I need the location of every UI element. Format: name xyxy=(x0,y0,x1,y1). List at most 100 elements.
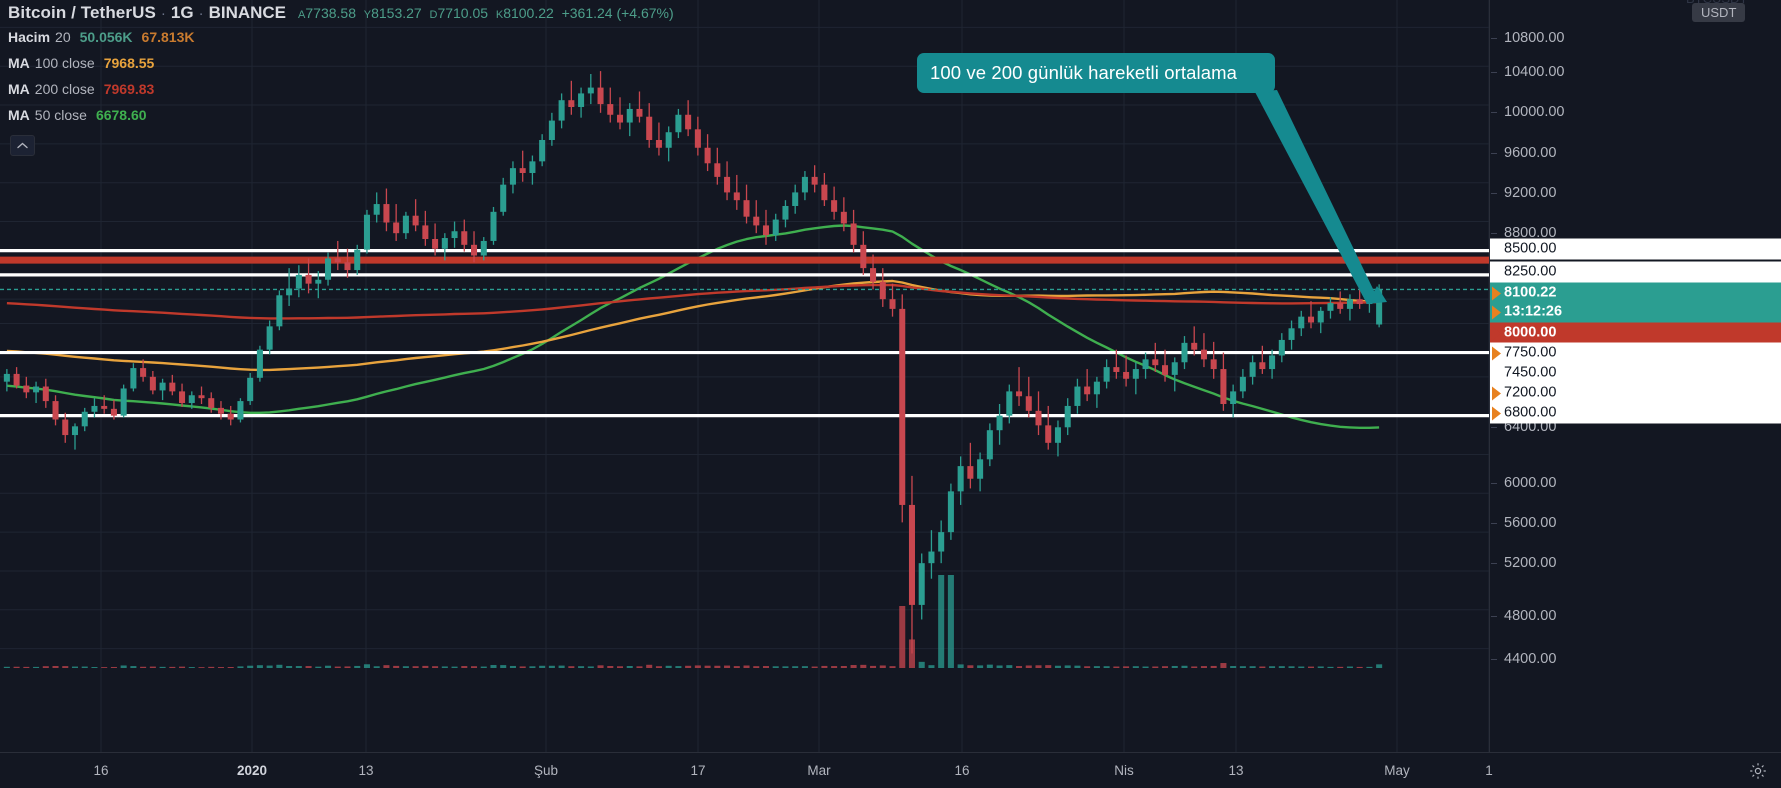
indicator-row-ma-1[interactable]: MA 100 close 7968.55 xyxy=(8,55,674,81)
candle-body xyxy=(81,411,88,427)
chart-settings-button[interactable] xyxy=(1749,762,1767,780)
candle-body xyxy=(792,192,799,206)
candle-body xyxy=(646,116,653,140)
candle-body xyxy=(305,274,312,284)
interval-label[interactable]: 1G xyxy=(170,3,194,22)
candle-body xyxy=(1064,405,1071,428)
price-tag-8500-00[interactable]: 8500.00 xyxy=(1490,238,1781,260)
candle-series xyxy=(3,71,1383,654)
candle-body xyxy=(422,225,429,239)
indicator-params: 200 close xyxy=(34,81,95,97)
close-label: K xyxy=(495,9,504,21)
legend-separator-1: · xyxy=(160,5,166,22)
price-tag-13-12-26[interactable]: 13:12:26 xyxy=(1490,301,1781,323)
candle-body xyxy=(1298,316,1305,329)
change-value: +361.24 xyxy=(561,5,613,21)
candle-body xyxy=(461,231,468,245)
candle-body xyxy=(928,551,935,564)
candle-body xyxy=(1006,391,1013,416)
candle-body xyxy=(432,239,439,249)
price-tag-8100-22[interactable]: 8100.22 xyxy=(1490,282,1781,304)
candle-body xyxy=(831,200,838,212)
time-tick-8: 13 xyxy=(1228,763,1244,778)
candle-body xyxy=(169,382,176,392)
price-tag-marker-icon xyxy=(1492,386,1501,400)
candle-body xyxy=(373,204,380,215)
candle-body xyxy=(986,430,993,460)
candle-body xyxy=(918,563,925,605)
candle-body xyxy=(616,114,624,123)
candle-body xyxy=(237,401,244,420)
candle-body xyxy=(1045,425,1052,443)
price-tag-7450-00[interactable]: 7450.00 xyxy=(1490,362,1781,384)
candle-body xyxy=(597,87,604,105)
time-scale[interactable]: 16 2020 13 Şub 17 Mar 16 Nis 13 May 1 xyxy=(0,752,1781,788)
candle-body xyxy=(227,413,234,420)
indicator-value-0: 7968.55 xyxy=(103,55,155,71)
candle-body xyxy=(383,204,390,223)
candle-body xyxy=(957,466,964,492)
ma-200-line xyxy=(6,283,1380,320)
price-tag-marker-icon xyxy=(1492,346,1501,360)
price-tag-7750-00[interactable]: 7750.00 xyxy=(1490,342,1781,364)
candle-body xyxy=(451,231,458,239)
candlestick-chart xyxy=(0,0,1489,752)
candle-body xyxy=(977,459,984,479)
candle-body xyxy=(1249,362,1256,377)
price-tick-7: 6000.00 xyxy=(1490,475,1557,491)
change-percent: (+4.67%) xyxy=(616,5,674,21)
candle-body xyxy=(889,299,896,309)
candle-body xyxy=(636,108,643,117)
indicator-params: 50 close xyxy=(34,107,87,123)
candle-body xyxy=(1346,299,1353,309)
exchange-label[interactable]: BINANCE xyxy=(208,3,287,22)
candle-body xyxy=(334,258,341,263)
indicator-params: 100 close xyxy=(34,55,95,71)
candle-body xyxy=(850,223,857,245)
indicator-row-ma-2[interactable]: MA 200 close 7969.83 xyxy=(8,81,674,107)
candle-body xyxy=(130,368,137,389)
candle-body xyxy=(840,211,847,224)
price-tick-2: 10000.00 xyxy=(1490,104,1565,120)
price-scale[interactable]: BTCUSDT USDT 10800.0010400.0010000.00960… xyxy=(1489,0,1781,752)
candle-body xyxy=(704,147,711,164)
candle-body xyxy=(753,216,760,226)
chart-legend: Bitcoin / TetherUS · 1G · BINANCE A7738.… xyxy=(8,3,674,133)
candle-body xyxy=(1269,355,1276,370)
legend-separator-2: · xyxy=(198,5,204,22)
candle-body xyxy=(23,385,30,393)
indicator-name: Hacim xyxy=(8,29,51,45)
candle-body xyxy=(1162,365,1169,375)
time-tick-3: Şub xyxy=(533,763,559,778)
candle-body xyxy=(675,114,682,133)
legend-collapse-button[interactable] xyxy=(10,135,35,156)
indicator-row-hacim-0[interactable]: Hacim 20 50.056K 67.813K xyxy=(8,29,674,55)
price-tag-marker-icon xyxy=(1492,406,1501,420)
annotation-callout[interactable]: 100 ve 200 günlük hareketli ortalama xyxy=(917,53,1275,93)
candle-body xyxy=(62,419,69,436)
candle-body xyxy=(1210,359,1217,370)
candle-body xyxy=(101,405,108,409)
candle-body xyxy=(1181,342,1188,363)
open-value: 7738.58 xyxy=(305,5,356,21)
symbol-name[interactable]: Bitcoin / TetherUS xyxy=(8,3,156,22)
indicator-name: MA xyxy=(8,55,30,71)
candle-body xyxy=(694,129,701,148)
price-tag-6800-00[interactable]: 6800.00 xyxy=(1490,402,1781,424)
candle-body xyxy=(607,104,614,115)
candle-body xyxy=(179,391,186,404)
chart-plot-area[interactable] xyxy=(0,0,1489,752)
candle-body xyxy=(1074,386,1081,406)
price-tick-9: 5200.00 xyxy=(1490,555,1557,571)
time-tick-4: 17 xyxy=(690,763,706,778)
price-tag-8000-00[interactable]: 8000.00 xyxy=(1490,322,1781,344)
candle-body xyxy=(1054,427,1061,443)
candle-body xyxy=(33,386,40,393)
price-tag-7200-00[interactable]: 7200.00 xyxy=(1490,382,1781,404)
indicator-row-ma-3[interactable]: MA 50 close 6678.60 xyxy=(8,107,674,133)
candle-body xyxy=(13,373,20,386)
legend-symbol-row[interactable]: Bitcoin / TetherUS · 1G · BINANCE A7738.… xyxy=(8,3,674,29)
candle-body xyxy=(198,395,205,399)
high-label: Y xyxy=(363,9,372,21)
price-tag-8250-00[interactable]: 8250.00 xyxy=(1490,261,1781,283)
